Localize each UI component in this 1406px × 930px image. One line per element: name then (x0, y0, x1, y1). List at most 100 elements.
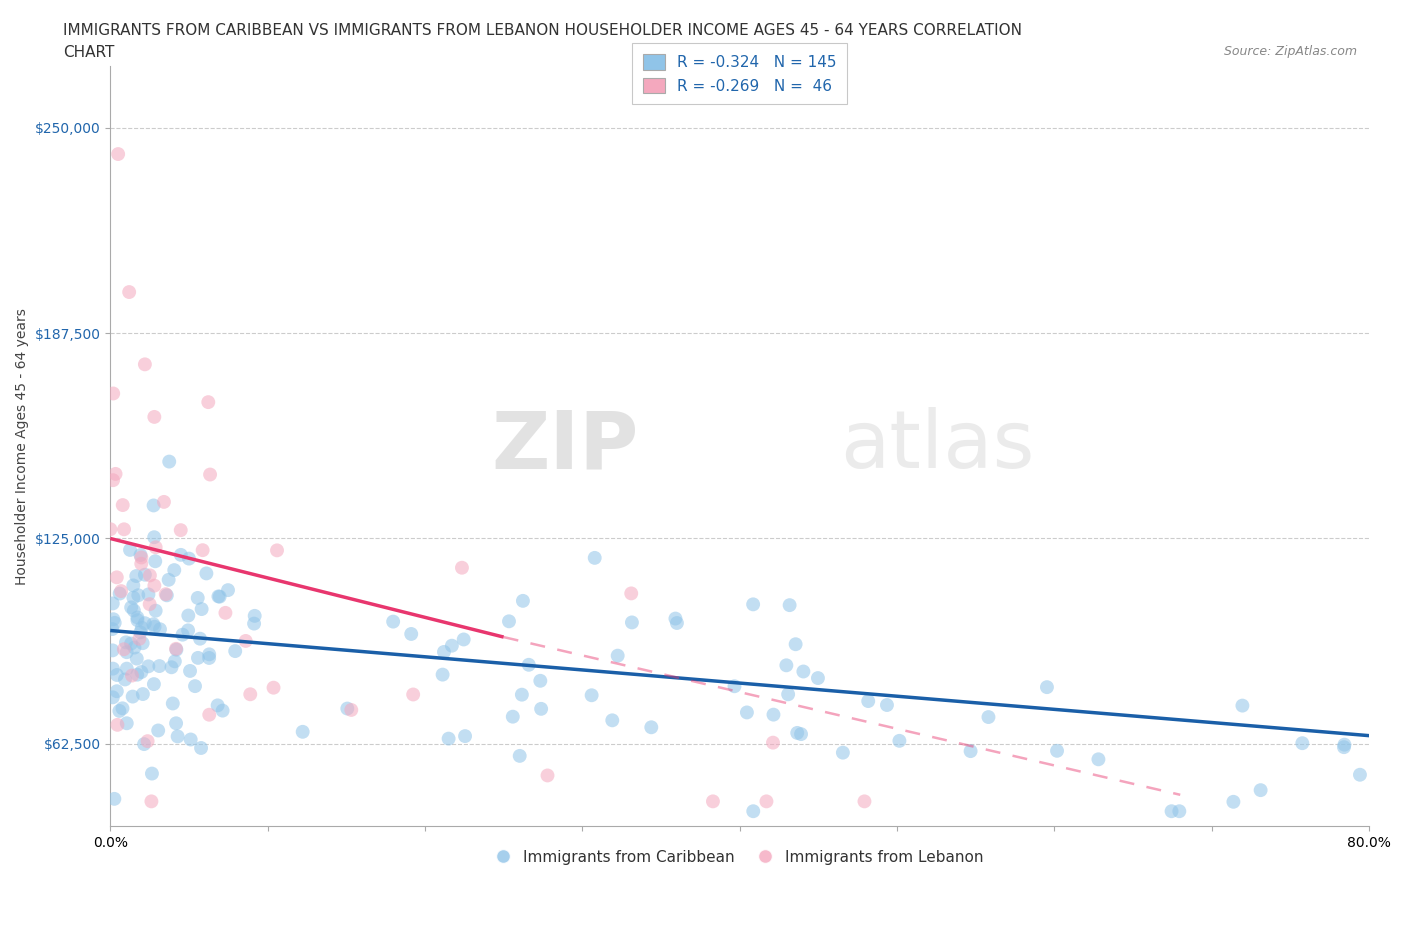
Point (134, 567, 156, 582)
Point (778, 687, 800, 702)
Point (263, 680, 285, 695)
Point (243, 617, 266, 631)
Point (858, 694, 880, 709)
Point (239, 687, 262, 702)
Point (1232, 698, 1254, 713)
Point (125, 651, 148, 666)
Point (143, 409, 166, 424)
Point (166, 729, 188, 744)
Point (187, 591, 209, 605)
Point (110, 584, 132, 599)
Point (139, 568, 162, 583)
Point (143, 619, 166, 634)
Point (620, 615, 643, 630)
Point (184, 679, 207, 694)
Point (433, 644, 456, 659)
Y-axis label: Householder Income Ages 45 - 64 years: Householder Income Ages 45 - 64 years (15, 308, 30, 585)
Point (762, 707, 785, 722)
Point (125, 568, 148, 583)
Legend: Immigrants from Caribbean, Immigrants from Lebanon: Immigrants from Caribbean, Immigrants fr… (489, 844, 990, 871)
Point (165, 716, 187, 731)
Point (665, 616, 688, 631)
Point (101, 661, 124, 676)
Point (517, 658, 540, 672)
Point (510, 687, 533, 702)
Point (127, 613, 149, 628)
Point (138, 597, 160, 612)
Point (118, 542, 141, 557)
Point (160, 659, 183, 674)
Point (207, 589, 229, 604)
Point (606, 648, 628, 663)
Point (498, 614, 520, 629)
Point (198, 467, 221, 482)
Point (876, 698, 898, 712)
Point (101, 643, 124, 658)
Point (440, 638, 463, 653)
Point (402, 687, 425, 702)
Point (198, 650, 221, 665)
Point (131, 636, 153, 651)
Point (104, 616, 127, 631)
Point (831, 745, 853, 760)
Point (191, 543, 214, 558)
Point (162, 696, 184, 711)
Point (1046, 743, 1069, 758)
Point (664, 611, 686, 626)
Point (188, 631, 211, 646)
Point (1222, 794, 1244, 809)
Point (432, 667, 454, 682)
Point (581, 688, 603, 703)
Point (1333, 739, 1355, 754)
Point (762, 736, 785, 751)
Point (108, 586, 131, 601)
Point (124, 640, 146, 655)
Text: atlas: atlas (841, 407, 1035, 485)
Point (165, 642, 187, 657)
Point (529, 673, 551, 688)
Point (1160, 804, 1182, 818)
Point (211, 703, 233, 718)
Point (190, 602, 212, 617)
Point (141, 794, 163, 809)
Point (977, 710, 1000, 724)
Point (620, 586, 643, 601)
Point (779, 598, 801, 613)
Point (115, 635, 138, 650)
Point (148, 723, 170, 737)
Point (266, 543, 288, 558)
Point (112, 522, 135, 537)
Point (114, 672, 136, 687)
Point (197, 394, 219, 409)
Point (179, 663, 201, 678)
Point (180, 732, 202, 747)
Point (156, 588, 179, 603)
Point (131, 665, 153, 680)
Point (530, 701, 553, 716)
Point (143, 554, 166, 569)
Point (790, 726, 813, 741)
Point (1291, 736, 1313, 751)
Point (129, 625, 152, 640)
Point (512, 593, 534, 608)
Point (121, 668, 143, 683)
Point (208, 590, 231, 604)
Point (807, 671, 830, 685)
Point (131, 620, 153, 635)
Text: IMMIGRANTS FROM CARIBBEAN VS IMMIGRANTS FROM LEBANON HOUSEHOLDER INCOME AGES 45 : IMMIGRANTS FROM CARIBBEAN VS IMMIGRANTS … (63, 23, 1022, 38)
Point (172, 627, 194, 642)
Point (190, 740, 212, 755)
Point (600, 713, 623, 728)
Point (115, 661, 138, 676)
Point (105, 684, 128, 698)
Point (235, 633, 257, 648)
Point (1333, 737, 1355, 752)
Point (103, 791, 125, 806)
Point (214, 605, 236, 620)
Point (1036, 680, 1059, 695)
Point (451, 560, 474, 575)
Point (198, 647, 221, 662)
Point (742, 804, 765, 818)
Point (454, 729, 477, 744)
Point (115, 716, 138, 731)
